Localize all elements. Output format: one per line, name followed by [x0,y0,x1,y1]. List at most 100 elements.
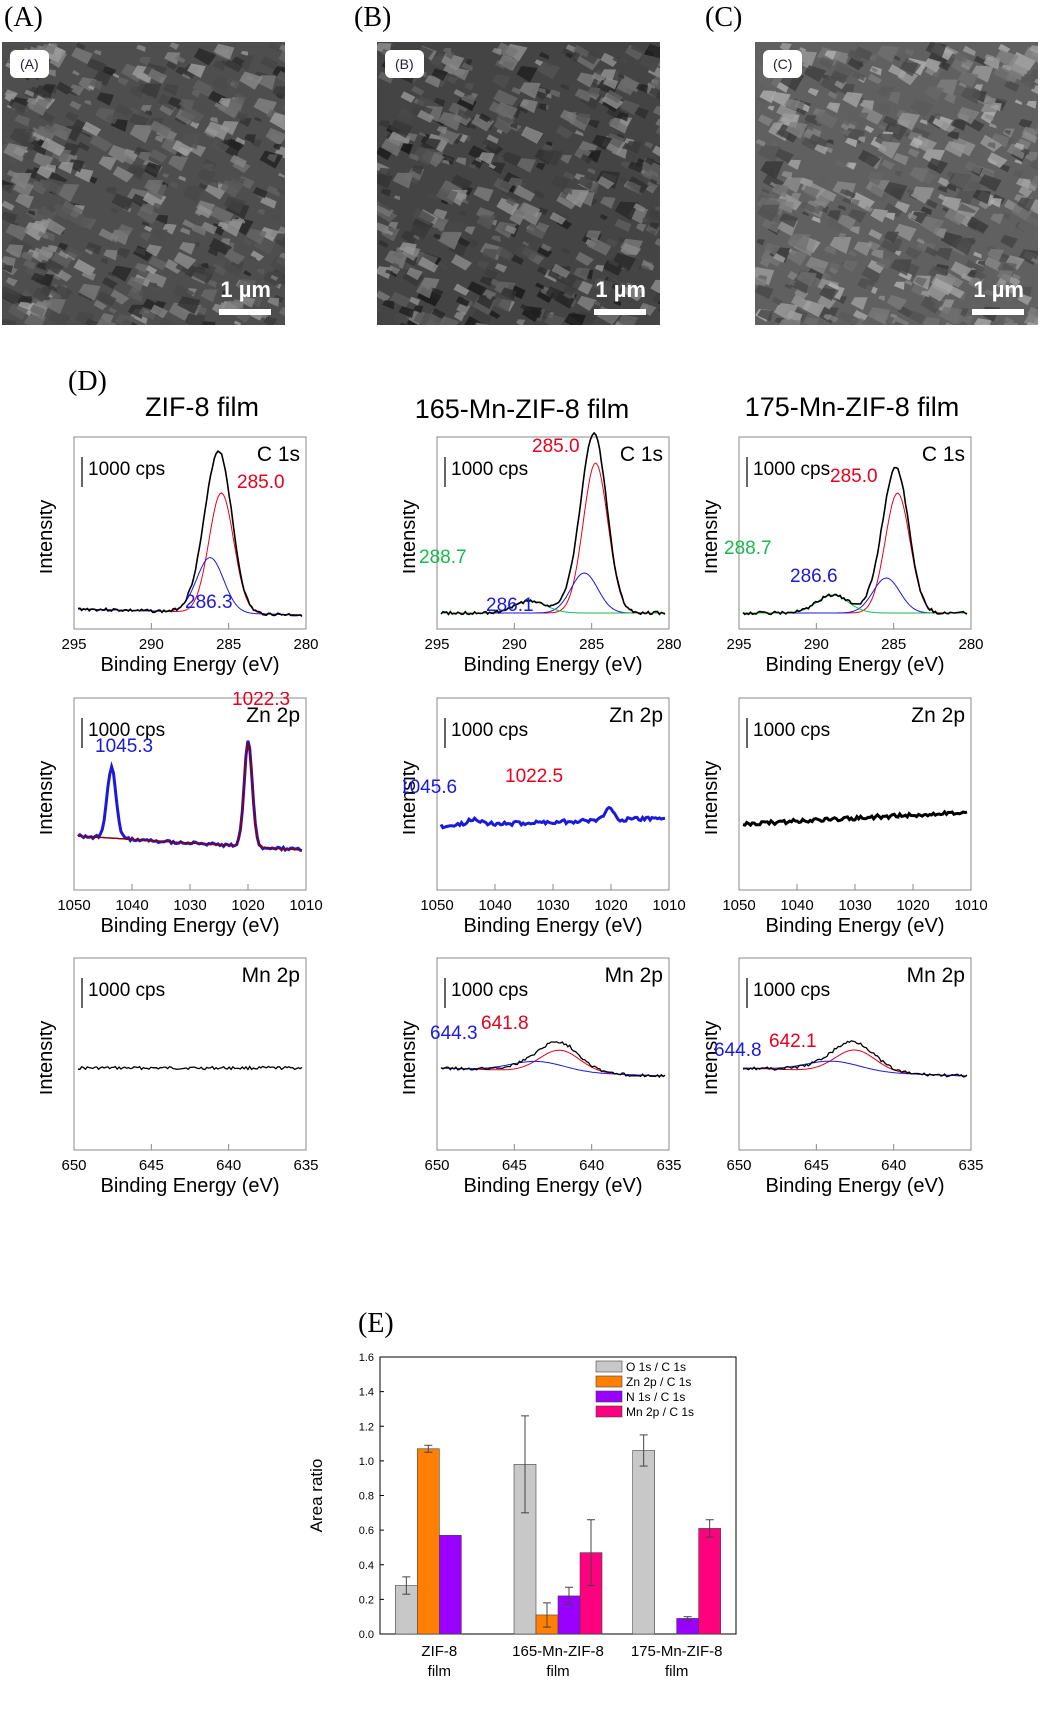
x-tick-label: 640 [579,1157,604,1174]
sem-image-a: (A) 1 µm [2,42,285,325]
y-tick-label: 0.0 [359,1629,374,1641]
x-tick-label: 635 [958,1157,983,1174]
x-axis-label: Binding Energy (eV) [464,654,643,676]
legend-label: Zn 2p / C 1s [626,1375,691,1389]
y-axis-label: Intensity [40,1021,57,1095]
fit-curve [441,463,665,613]
scale-text-c: 1 µm [973,277,1024,303]
bar [633,1450,655,1634]
x-tick-label: 650 [61,1157,86,1174]
x-tick-label: 650 [726,1157,751,1174]
x-axis-label: Binding Energy (eV) [766,915,945,937]
y-axis-label: Intensity [40,761,57,835]
x-axis-label: Binding Energy (eV) [464,915,643,937]
x-tick-label: 1010 [954,897,987,914]
x-tick-label: 280 [656,636,681,653]
y-tick-label: 0.2 [359,1594,374,1606]
column-title-zif8: ZIF-8 film [37,392,367,423]
x-tick-label: 645 [139,1157,164,1174]
bar [439,1535,461,1634]
y-axis-label: Intensity [403,1021,420,1095]
legend-swatch [596,1406,622,1417]
legend-label: N 1s / C 1s [626,1390,685,1404]
x-tick-label: 1020 [896,897,929,914]
legend-swatch [596,1361,622,1372]
fit-curve [743,578,967,613]
legend-label: O 1s / C 1s [626,1360,686,1374]
raw-spectrum [78,741,302,851]
scale-label: 1000 cps [451,720,528,741]
y-tick-label: 1.2 [359,1421,374,1433]
x-tick-label: 285 [579,636,604,653]
peak-label: 285.0 [532,436,580,457]
scale-label: 1000 cps [88,459,165,480]
x-tick-label: 1010 [652,897,685,914]
x-tick-label: 1050 [57,897,90,914]
element-label: C 1s [620,443,663,466]
x-tick-label: 1010 [289,897,322,914]
x-tick-label: 1030 [536,897,569,914]
sem-label-b: (B) [385,50,424,78]
x-axis-label: Binding Energy (eV) [766,1175,945,1197]
sem-label-c: (C) [763,50,802,78]
y-axis-label: Intensity [705,500,722,574]
scale-bar-b [594,309,646,315]
x-tick-label: 290 [139,636,164,653]
peak-label: 285.0 [237,472,285,493]
peak-label: 285.0 [830,466,878,487]
x-tick-label: 645 [804,1157,829,1174]
fit-curve [743,1061,967,1076]
raw-spectrum [78,1067,302,1070]
panel-a-letter: (A) [4,2,43,34]
y-tick-label: 0.6 [359,1525,374,1537]
x-tick-label: 640 [881,1157,906,1174]
x-tick-label: 285 [881,636,906,653]
peak-label: 1045.6 [403,777,457,798]
raw-spectrum [743,468,967,615]
element-label: Zn 2p [911,704,965,727]
y-axis-label: Intensity [40,500,57,574]
element-label: Mn 2p [242,964,300,987]
x-tick-label: 1050 [722,897,755,914]
x-tick-label: 1030 [173,897,206,914]
peak-label: 644.3 [430,1023,478,1044]
x-tick-label: 1040 [780,897,813,914]
fit-curve [78,742,302,850]
x-axis-label: Binding Energy (eV) [766,654,945,676]
legend-label: Mn 2p / C 1s [626,1405,694,1419]
y-axis-label: Intensity [403,500,420,574]
scale-label: 1000 cps [451,459,528,480]
peak-label: 644.8 [714,1040,762,1061]
legend-swatch [596,1376,622,1387]
peak-label: 1022.5 [505,766,563,787]
peak-label: 286.3 [185,592,233,613]
bar [417,1449,439,1634]
x-axis-label: Binding Energy (eV) [464,1175,643,1197]
x-tick-label: 285 [216,636,241,653]
x-axis-label: Binding Energy (eV) [101,1175,280,1197]
sem-image-b: (B) 1 µm [377,42,660,325]
panel-b-letter: (B) [354,2,391,34]
panel-e-letter: (E) [358,1308,394,1340]
peak-label: 286.6 [790,566,838,587]
scale-text-a: 1 µm [220,277,271,303]
element-label: Mn 2p [605,964,663,987]
column-title-165: 165-Mn-ZIF-8 film [357,394,687,425]
peak-label: 1022.3 [232,692,290,710]
raw-spectrum [743,812,967,825]
x-tick-label: 1050 [420,897,453,914]
scale-text-b: 1 µm [595,277,646,303]
category-label: ZIF-8 [421,1643,457,1660]
x-tick-label: 640 [216,1157,241,1174]
